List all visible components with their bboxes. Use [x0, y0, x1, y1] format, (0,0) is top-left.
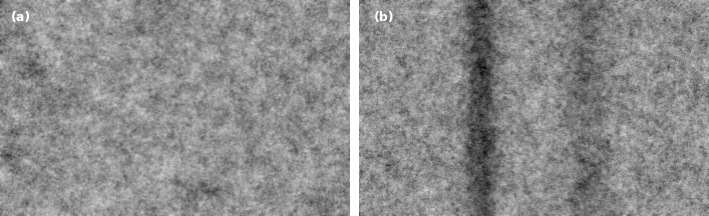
Text: (b): (b): [374, 11, 394, 24]
Text: (a): (a): [11, 11, 30, 24]
